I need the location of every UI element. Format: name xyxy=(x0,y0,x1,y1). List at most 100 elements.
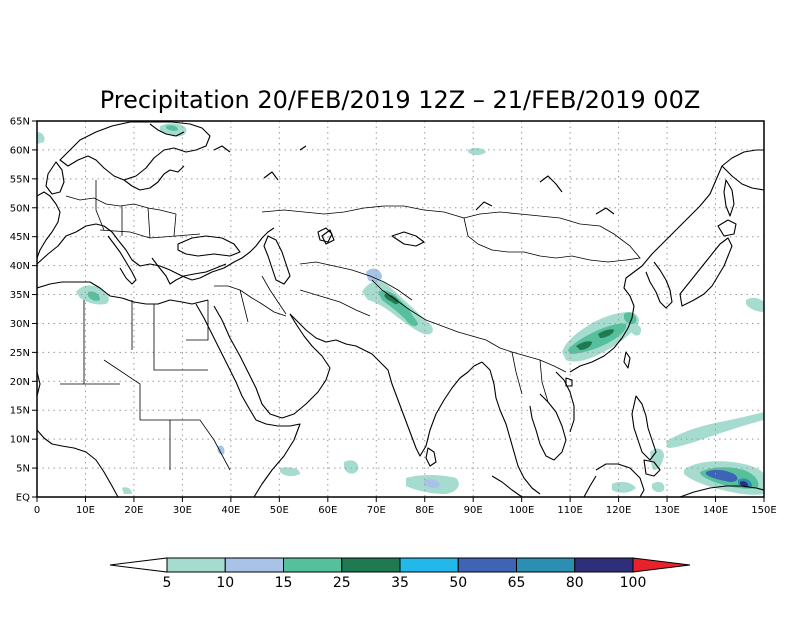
precip-ethiopia xyxy=(217,445,225,455)
x-tick-label: 20E xyxy=(124,505,143,516)
y-axis: EQ 5N 10N 15N 20N 25N 30N 35N 40N 45N 50N 55N 60N 65N xyxy=(10,117,37,504)
x-tick-label: 60E xyxy=(318,505,337,516)
precip-nepal xyxy=(404,313,418,327)
border-africa-grid xyxy=(60,300,231,471)
x-tick-label: 110E xyxy=(557,505,582,516)
coast-europe xyxy=(37,223,275,281)
coast-iceland-norway xyxy=(149,123,185,137)
colorbar-level-label: 100 xyxy=(620,575,647,591)
x-tick-label: 120E xyxy=(606,505,631,516)
colorbar-swatch xyxy=(457,557,517,573)
coast-baltic xyxy=(123,165,185,191)
colorbar-level-label: 80 xyxy=(566,575,584,591)
coastlines-and-borders xyxy=(37,121,764,497)
y-tick-label: 35N xyxy=(10,290,30,301)
colorbar-swatch xyxy=(574,557,634,573)
coast-red-sea xyxy=(195,303,257,421)
precip-east-china-sea xyxy=(624,312,637,325)
coast-okhotsk xyxy=(721,165,764,191)
coast-myanmar xyxy=(481,361,541,495)
x-tick-label: 50E xyxy=(270,505,289,516)
precip-algeria-core xyxy=(88,291,100,301)
coast-new-guinea xyxy=(679,485,764,497)
coast-indochina xyxy=(529,393,567,461)
precip-arabian-sea xyxy=(344,460,359,474)
coast-hokkaido xyxy=(717,219,737,237)
x-tick-label: 10E xyxy=(76,505,95,516)
colorbar-swatch xyxy=(166,557,226,573)
coast-uk xyxy=(45,161,65,195)
map-title: Precipitation 20/FEB/2019 12Z – 21/FEB/2… xyxy=(100,86,701,114)
coast-japan xyxy=(679,237,733,307)
precip-philippine-east xyxy=(650,448,664,471)
colorbar-swatch xyxy=(399,557,459,573)
colorbar-swatch xyxy=(516,557,576,573)
border-russia-kazakhstan xyxy=(261,205,465,219)
coast-greece-turkey xyxy=(151,257,227,285)
x-tick-label: 0 xyxy=(34,505,40,516)
precip-eastern-china-core-2 xyxy=(598,329,614,338)
coast-mindanao xyxy=(643,459,661,477)
coast-philippines xyxy=(631,395,657,461)
map-frame xyxy=(36,120,765,498)
x-tick-label: 30E xyxy=(173,505,192,516)
coast-caspian xyxy=(263,235,291,285)
precip-western-pacific-band xyxy=(666,412,764,448)
coast-arabia xyxy=(213,305,331,419)
coast-borneo xyxy=(583,463,645,497)
precip-gulf-guinea xyxy=(122,487,132,494)
coast-north-africa xyxy=(37,281,209,305)
coast-iberia xyxy=(37,191,61,259)
coast-black-sea xyxy=(177,235,241,257)
border-central-asia xyxy=(299,261,413,301)
colorbar-level-label: 35 xyxy=(391,575,409,591)
coast-horn-africa xyxy=(253,419,301,497)
x-tick-label: 130E xyxy=(654,505,679,516)
y-tick-label: 50N xyxy=(10,203,30,214)
coast-arctic-islands xyxy=(213,145,615,245)
border-middle-east xyxy=(214,275,371,323)
colorbar-upper-triangle xyxy=(632,557,691,573)
precip-eastern-china-core xyxy=(576,341,592,350)
y-tick-label: 15N xyxy=(10,406,30,417)
border-se-asia xyxy=(485,339,567,403)
colorbar-swatch xyxy=(341,557,401,573)
coast-lake-balkhash xyxy=(391,231,425,247)
border-europe-grid xyxy=(65,180,201,239)
precip-western-pacific-navy xyxy=(740,481,748,487)
y-tick-label: 40N xyxy=(10,261,30,272)
precip-east-china-sea-tail xyxy=(630,324,642,336)
precip-scandinavia-core xyxy=(166,125,178,131)
coast-sri-lanka xyxy=(425,447,437,467)
coast-sakhalin xyxy=(723,179,735,217)
coast-korea xyxy=(645,261,673,309)
x-tick-label: 140E xyxy=(703,505,728,516)
precip-borneo xyxy=(612,481,636,493)
precip-somalia xyxy=(280,467,300,477)
precip-western-himalaya-peak xyxy=(384,293,399,305)
coast-vietnam xyxy=(555,371,575,433)
precip-new-guinea-west xyxy=(652,482,665,493)
coast-india xyxy=(371,353,483,457)
y-tick-label: 55N xyxy=(10,174,30,185)
border-india-north xyxy=(371,279,487,341)
y-tick-label: 20N xyxy=(10,377,30,388)
coast-aral-sea xyxy=(317,227,333,243)
coast-taiwan xyxy=(623,351,631,369)
y-tick-label: 25N xyxy=(10,348,30,359)
x-tick-label: 90E xyxy=(464,505,483,516)
precip-japan-east xyxy=(746,297,764,312)
y-tick-label: 5N xyxy=(16,464,30,475)
x-axis: 0 10E 20E 30E 40E 50E 60E 70E 80E 90E 100E 110E 120E… xyxy=(34,497,777,516)
precip-iceland-area xyxy=(37,132,45,144)
colorbar-level-label: 5 xyxy=(163,575,172,591)
y-tick-label: 60N xyxy=(10,145,30,156)
precip-bay-of-bengal-blue xyxy=(424,479,440,489)
y-tick-label: 30N xyxy=(10,319,30,330)
coast-persian-gulf xyxy=(289,313,373,355)
colorbar-lower-triangle xyxy=(109,557,168,573)
coast-hainan xyxy=(565,377,573,387)
coast-china xyxy=(569,265,643,373)
y-tick-label: 10N xyxy=(10,435,30,446)
